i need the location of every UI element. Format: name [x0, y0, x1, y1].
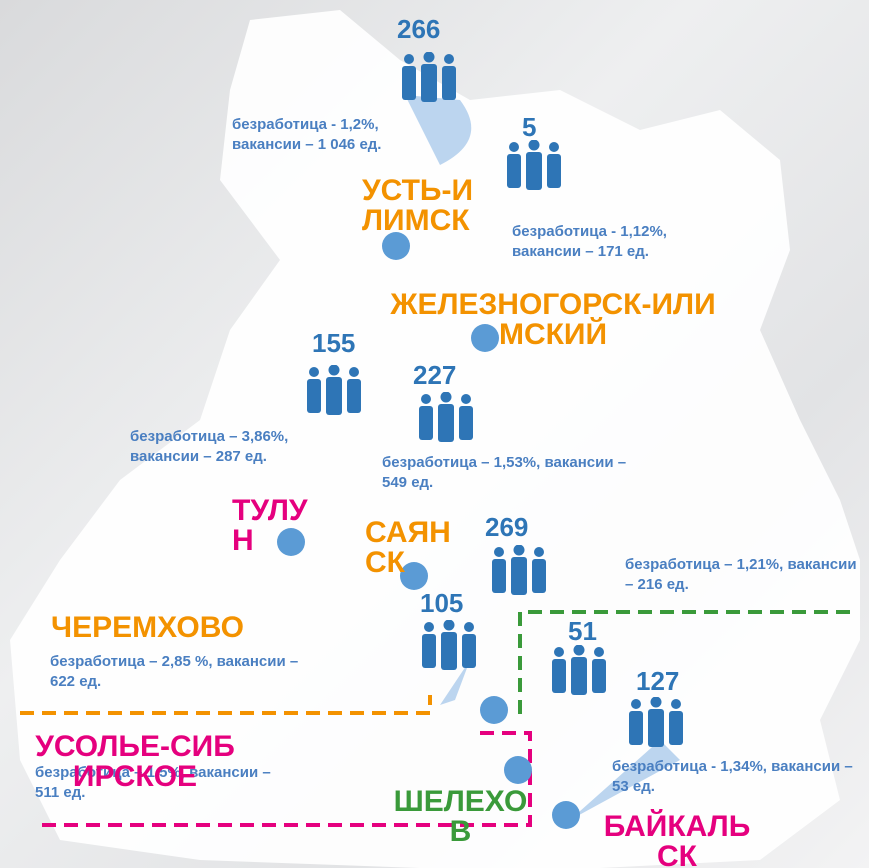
callout — [570, 740, 680, 820]
city-dot — [471, 324, 499, 352]
people-icon — [552, 645, 606, 695]
count: 127 — [636, 666, 680, 696]
city-name: ТУЛУН — [232, 494, 308, 557]
city-name: ЖЕЛЕЗНОГОРСК-ИЛИМСКИЙ — [390, 288, 716, 351]
city-dot — [277, 528, 305, 556]
city-name: САЯНСК — [365, 516, 451, 579]
people-icon — [422, 620, 476, 670]
stat: безработица – 2,85 %, вакансии – 622 ед. — [50, 653, 299, 690]
city-name: УСОЛЬЕ-СИБИРСКОЕ — [35, 730, 235, 793]
people-icon — [492, 545, 546, 595]
count: 105 — [420, 588, 464, 618]
region-shape — [10, 10, 860, 868]
people-icon — [402, 52, 456, 102]
stat: безработица – 3,86%, вакансии – 287 ед. — [130, 428, 289, 465]
count: 51 — [568, 616, 597, 646]
city-dot — [382, 232, 410, 260]
stat: безработица – 1,53%, вакансии – 549 ед. — [382, 454, 627, 491]
count: 227 — [413, 360, 457, 390]
people-icon — [629, 697, 683, 747]
city-dot — [552, 801, 580, 829]
count: 155 — [312, 328, 356, 358]
count: 269 — [485, 512, 529, 542]
border-pink — [40, 731, 532, 827]
count: 266 — [397, 14, 441, 44]
city-dot — [400, 562, 428, 590]
people-icon — [507, 140, 561, 190]
city-name: ШЕЛЕХОВ — [393, 785, 528, 848]
border-green — [518, 610, 850, 720]
city-name: БАЙКАЛЬСК — [603, 810, 751, 868]
callout — [440, 660, 470, 705]
city-name: ЧЕРЕМХОВО — [51, 611, 244, 644]
stat: безработица - 1,12%, вакансии – 171 ед. — [512, 223, 667, 260]
people-icon — [419, 392, 473, 442]
stat: безработица - 1,34%, вакансии – 53 ед. — [612, 758, 853, 795]
count: 5 — [522, 112, 537, 142]
city-dots — [277, 232, 580, 829]
stat: безработица - 1,2%, вакансии – 1 046 ед. — [232, 116, 382, 153]
border-orange — [20, 695, 432, 715]
city-name: УСТЬ-ИЛИМСК — [362, 174, 474, 237]
stat: безработица – 1,21%, вакансии – 216 ед. — [625, 556, 857, 593]
stat: безработица – 1,5%, вакансии – 511 ед. — [35, 764, 271, 801]
city-dot — [504, 756, 532, 784]
callout — [405, 95, 472, 165]
city-dot — [480, 696, 508, 724]
people-icon — [307, 365, 361, 415]
